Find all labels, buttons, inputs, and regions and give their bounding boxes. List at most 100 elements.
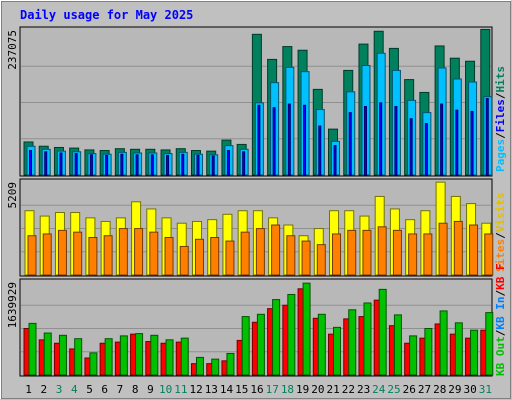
x-tick-label-day-4: 4 xyxy=(71,383,78,396)
hits-bar-files-day-31 xyxy=(485,98,489,176)
visits-bar-sites-day-25 xyxy=(392,229,402,276)
hits-bar-files-day-12 xyxy=(196,154,200,176)
x-tick-label-day-20: 20 xyxy=(311,383,324,396)
x-tick-label-day-29: 29 xyxy=(448,383,461,396)
visits-bar-sites-day-2 xyxy=(42,233,52,276)
x-tick-label-day-13: 13 xyxy=(205,383,218,396)
visits-bar-sites-day-4 xyxy=(73,231,83,276)
hits-bar-files-day-5 xyxy=(89,154,93,176)
hits-bar-files-day-23 xyxy=(363,105,367,176)
kbytes-bar-kb-out-day-16 xyxy=(256,313,265,376)
kbytes-bar-kb-out-day-1 xyxy=(28,322,37,376)
legend-files: Files xyxy=(494,99,507,132)
hits-bar-files-day-27 xyxy=(424,123,428,176)
hits-bar-files-day-14 xyxy=(226,150,230,176)
x-tick-label-day-17: 17 xyxy=(266,383,279,396)
kbytes-bar-kb-out-day-28 xyxy=(439,310,448,376)
visits-bar-sites-day-8 xyxy=(134,228,144,276)
visits-bar-sites-day-9 xyxy=(149,231,159,276)
hits-bar-files-day-2 xyxy=(44,151,48,176)
hits-bar-files-day-11 xyxy=(181,153,185,176)
legend-visits: Visits xyxy=(494,193,507,233)
hits-bar-files-day-1 xyxy=(29,150,32,176)
x-tick-label-day-14: 14 xyxy=(220,383,234,396)
kbytes-bar-kb-out-day-2 xyxy=(43,332,52,376)
hits-bar-files-day-7 xyxy=(120,153,124,176)
kbytes-bar-kb-out-day-9 xyxy=(150,334,159,376)
hits-bar-files-day-30 xyxy=(470,110,474,176)
kbytes-bar-kb-out-day-20 xyxy=(317,313,326,376)
kbytes-bar-kb-out-day-11 xyxy=(180,337,189,376)
hits-bar-files-day-29 xyxy=(455,109,459,176)
x-tick-label-day-5: 5 xyxy=(86,383,93,396)
hits-bar-files-day-18 xyxy=(287,103,291,176)
x-tick-label-day-18: 18 xyxy=(281,383,294,396)
panel-hits-legend: Pages/Files/Hits xyxy=(494,66,507,172)
kbytes-bar-kb-out-day-10 xyxy=(165,339,174,376)
hits-bar-files-day-17 xyxy=(272,107,276,176)
visits-bar-sites-day-31 xyxy=(484,233,494,276)
visits-bar-sites-day-10 xyxy=(164,237,174,276)
visits-bar-sites-day-7 xyxy=(118,228,128,276)
kbytes-bar-kb-out-day-12 xyxy=(195,356,204,376)
kbytes-bar-kb-out-day-5 xyxy=(89,352,98,376)
visits-bar-sites-day-1 xyxy=(27,235,37,276)
hits-bar-files-day-26 xyxy=(409,118,413,176)
visits-bar-sites-day-16 xyxy=(255,228,265,276)
visits-bar-sites-day-11 xyxy=(179,245,189,276)
visits-bar-sites-day-27 xyxy=(423,233,433,276)
kbytes-bar-kb-out-day-21 xyxy=(333,326,342,376)
x-tick-label-day-16: 16 xyxy=(250,383,263,396)
hits-bar-files-day-21 xyxy=(333,145,337,176)
x-tick-label-day-3: 3 xyxy=(56,383,63,396)
visits-bar-sites-day-17 xyxy=(271,224,281,276)
x-tick-label-day-7: 7 xyxy=(117,383,124,396)
panel-visits: 5209 Sites/Visits xyxy=(6,178,507,277)
kbytes-bar-kb-out-day-8 xyxy=(135,333,144,376)
visits-bar-sites-day-13 xyxy=(210,237,220,276)
svg-text:Sites/Visits: Sites/Visits xyxy=(494,193,507,273)
visits-bar-sites-day-14 xyxy=(225,240,235,276)
visits-bar-sites-day-15 xyxy=(240,231,250,276)
hits-bar-files-day-25 xyxy=(394,105,398,176)
visits-bar-sites-day-5 xyxy=(88,237,98,276)
hits-bar-files-day-8 xyxy=(135,154,139,176)
hits-bar-files-day-19 xyxy=(303,104,307,176)
hits-bar-files-day-28 xyxy=(440,103,444,176)
visits-bar-sites-day-19 xyxy=(301,240,311,276)
svg-text:Pages/Files/Hits: Pages/Files/Hits xyxy=(494,66,507,172)
kbytes-bar-kb-out-day-3 xyxy=(58,334,67,376)
x-tick-label-day-10: 10 xyxy=(159,383,172,396)
x-tick-label-day-11: 11 xyxy=(174,383,187,396)
x-tick-label-day-31: 31 xyxy=(479,383,492,396)
panel-visits-ymax-label: 5209 xyxy=(6,182,19,209)
x-tick-label-day-15: 15 xyxy=(235,383,248,396)
kbytes-bar-kb-out-day-31 xyxy=(485,312,494,376)
legend-separator: / xyxy=(494,329,507,336)
x-tick-label-day-25: 25 xyxy=(387,383,400,396)
kbytes-bar-kb-out-day-4 xyxy=(74,338,83,376)
kbytes-bar-kb-out-day-24 xyxy=(378,288,387,376)
kbytes-bar-kb-out-day-26 xyxy=(409,335,418,376)
legend-separator: / xyxy=(494,290,507,297)
x-tick-label-day-23: 23 xyxy=(357,383,370,396)
x-tick-label-day-1: 1 xyxy=(25,383,32,396)
hits-bar-files-day-16 xyxy=(257,104,261,176)
hits-bar-files-day-24 xyxy=(379,102,383,176)
legend-kb-out: KB Out xyxy=(494,336,507,376)
x-tick-label-day-2: 2 xyxy=(41,383,48,396)
hits-bar-files-day-3 xyxy=(59,152,63,176)
visits-bar-sites-day-20 xyxy=(316,244,326,276)
hits-bar-files-day-20 xyxy=(318,125,322,176)
kbytes-bar-kb-out-day-18 xyxy=(287,293,296,376)
kbytes-bar-kb-out-day-30 xyxy=(470,329,479,376)
visits-bar-sites-day-12 xyxy=(194,238,204,276)
legend-kb-f: KB F xyxy=(494,263,507,290)
kbytes-bar-kb-out-day-14 xyxy=(226,352,235,376)
visits-bar-sites-day-23 xyxy=(362,229,372,276)
kbytes-bar-kb-out-day-23 xyxy=(363,302,372,376)
panel-visits-legend: Sites/Visits xyxy=(494,193,507,273)
x-tick-label-day-27: 27 xyxy=(418,383,431,396)
